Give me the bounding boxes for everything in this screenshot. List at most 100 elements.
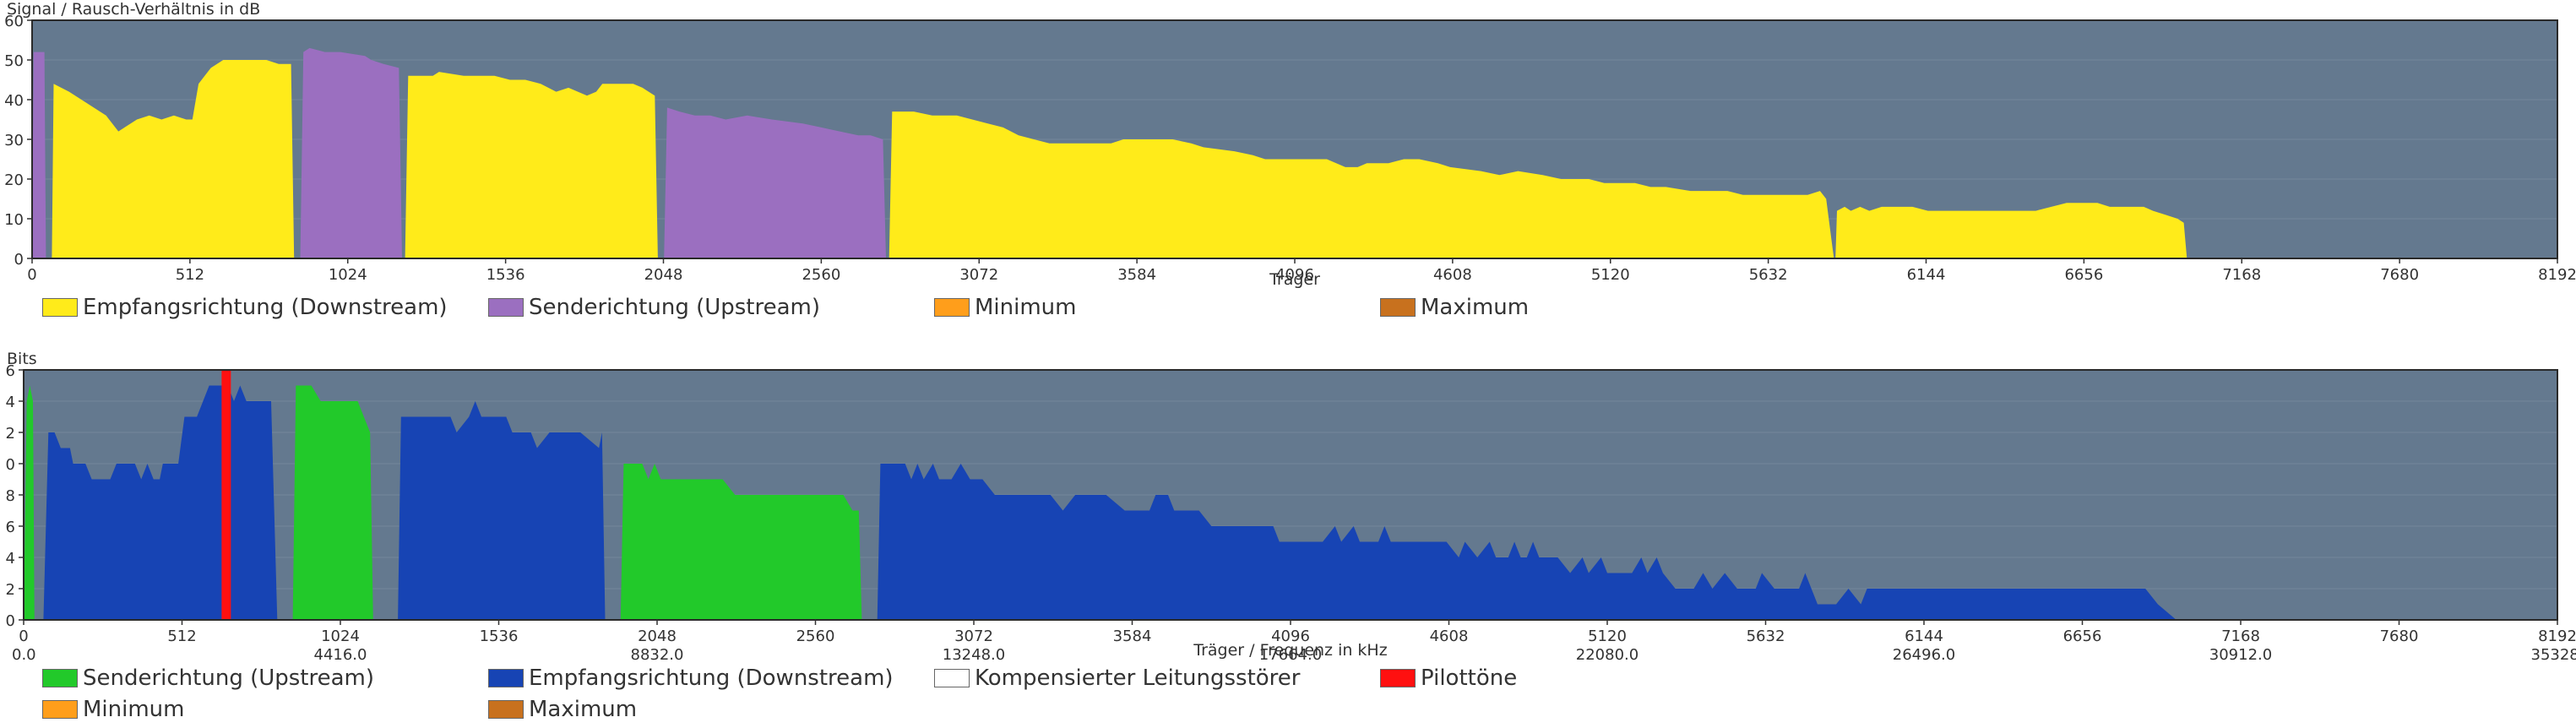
x-tick-label: 2048: [638, 627, 677, 645]
series-area: [398, 401, 606, 620]
x-tick-label: 5632: [1747, 627, 1785, 645]
snr-legend: Empfangsrichtung (Downstream) Senderichtu…: [42, 291, 1826, 323]
series-area: [300, 47, 402, 259]
legend-item: Kompensierter Leitungsstörer: [934, 662, 1380, 693]
legend-label: Maximum: [529, 696, 638, 722]
legend-label: Empfangsrichtung (Downstream): [83, 294, 448, 320]
y-tick-label: 20: [4, 171, 24, 189]
x-tick-label: 6656: [2064, 266, 2103, 284]
y-tick-label: 50: [4, 52, 24, 70]
x-tick-label: 3584: [1113, 627, 1152, 645]
x-tick-label: 7680: [2380, 266, 2419, 284]
y-tick-label: 0: [6, 456, 15, 474]
legend-swatch: [42, 297, 78, 317]
legend-label: Maximum: [1421, 294, 1530, 320]
series-area: [877, 464, 2177, 620]
legend-label: Minimum: [975, 294, 1077, 320]
y-axis-title: Signal / Rausch-Verhältnis in dB: [7, 0, 260, 19]
y-axis-title: Bits: [7, 350, 37, 368]
freq-tick-label: 22080.0: [1576, 646, 1639, 664]
x-tick-label: 6144: [1907, 266, 1946, 284]
series-area: [52, 60, 295, 258]
x-tick-label: 512: [176, 266, 204, 284]
legend-swatch: [42, 668, 78, 687]
y-tick-label: 0: [14, 251, 24, 269]
series-area: [1835, 203, 2187, 258]
x-tick-label: 3072: [959, 266, 998, 284]
legend-swatch: [42, 699, 78, 719]
x-tick-label: 1536: [480, 627, 519, 645]
legend-label: Senderichtung (Upstream): [529, 294, 821, 320]
y-tick-label: 30: [4, 132, 24, 149]
x-tick-label: 6656: [2063, 627, 2102, 645]
chart-1: [19, 369, 2558, 625]
y-tick-label: 4: [6, 394, 15, 411]
legend-swatch: [934, 668, 970, 687]
legend-item: Maximum: [1380, 291, 1826, 323]
legend-swatch: [1380, 297, 1416, 317]
series-area: [32, 52, 46, 258]
x-tick-label: 3584: [1117, 266, 1156, 284]
freq-tick-label: 13248.0: [943, 646, 1005, 664]
y-tick-label: 4: [6, 550, 15, 568]
x-tick-label: 2560: [796, 627, 835, 645]
legend-swatch: [488, 699, 524, 719]
x-tick-label: 4608: [1430, 627, 1469, 645]
x-axis-title: Träger: [1269, 270, 1320, 289]
x-tick-label: 8192: [2538, 627, 2576, 645]
legend-item: Empfangsrichtung (Downstream): [488, 662, 934, 693]
x-tick-label: 1024: [321, 627, 360, 645]
legend-label: Senderichtung (Upstream): [83, 665, 375, 691]
freq-tick-label: 30912.0: [2209, 646, 2272, 664]
y-tick-label: 6: [6, 519, 15, 536]
x-tick-label: 3072: [954, 627, 993, 645]
y-tick-label: 60: [4, 13, 24, 30]
x-axis-title: Träger / Frequenz in kHz: [1193, 641, 1387, 660]
x-tick-label: 4096: [1275, 266, 1314, 284]
legend-swatch: [934, 297, 970, 317]
y-tick-label: 2: [6, 581, 15, 599]
y-tick-label: 0: [6, 612, 15, 630]
x-tick-label: 5120: [1588, 627, 1627, 645]
legend-item: Empfangsrichtung (Downstream): [42, 291, 488, 323]
x-tick-label: 0: [27, 266, 36, 284]
series-area: [405, 72, 658, 258]
legend-item: Senderichtung (Upstream): [488, 291, 934, 323]
x-tick-label: 2560: [802, 266, 840, 284]
x-tick-label: 1536: [486, 266, 525, 284]
freq-tick-label: 8832.0: [631, 646, 684, 664]
legend-swatch: [1380, 668, 1416, 687]
legend-item: Senderichtung (Upstream): [42, 662, 488, 693]
legend-label: Minimum: [83, 696, 185, 722]
y-tick-label: 8: [6, 487, 15, 505]
x-tick-label: 7168: [2222, 266, 2261, 284]
y-tick-label: 6: [6, 362, 15, 380]
y-tick-label: 2: [6, 425, 15, 443]
freq-tick-label: 26496.0: [1893, 646, 1955, 664]
bits-legend: Senderichtung (Upstream) Empfangsrichtung…: [42, 662, 1826, 725]
freq-tick-label: 0.0: [12, 646, 36, 664]
freq-tick-label: 17664.0: [1259, 646, 1322, 664]
series-area: [620, 464, 862, 620]
chart-0: [27, 19, 2558, 263]
legend-swatch: [488, 297, 524, 317]
series-area: [43, 385, 278, 620]
legend-label: Empfangsrichtung (Downstream): [529, 665, 894, 691]
x-tick-label: 7168: [2221, 627, 2260, 645]
legend-item: Minimum: [42, 693, 488, 725]
freq-tick-label: 4416.0: [314, 646, 367, 664]
legend-item: Minimum: [934, 291, 1380, 323]
x-tick-label: 8192: [2538, 266, 2576, 284]
x-tick-label: 7680: [2380, 627, 2419, 645]
legend-item: Maximum: [488, 693, 934, 725]
x-tick-label: 4096: [1271, 627, 1310, 645]
freq-tick-label: 35328.: [2531, 646, 2576, 664]
series-area: [889, 111, 1834, 258]
x-tick-label: 4608: [1433, 266, 1472, 284]
legend-label: Kompensierter Leitungsstörer: [975, 665, 1301, 691]
legend-item: Pilottöne: [1380, 662, 1826, 693]
legend-label: Pilottöne: [1421, 665, 1518, 691]
x-tick-label: 2048: [644, 266, 683, 284]
